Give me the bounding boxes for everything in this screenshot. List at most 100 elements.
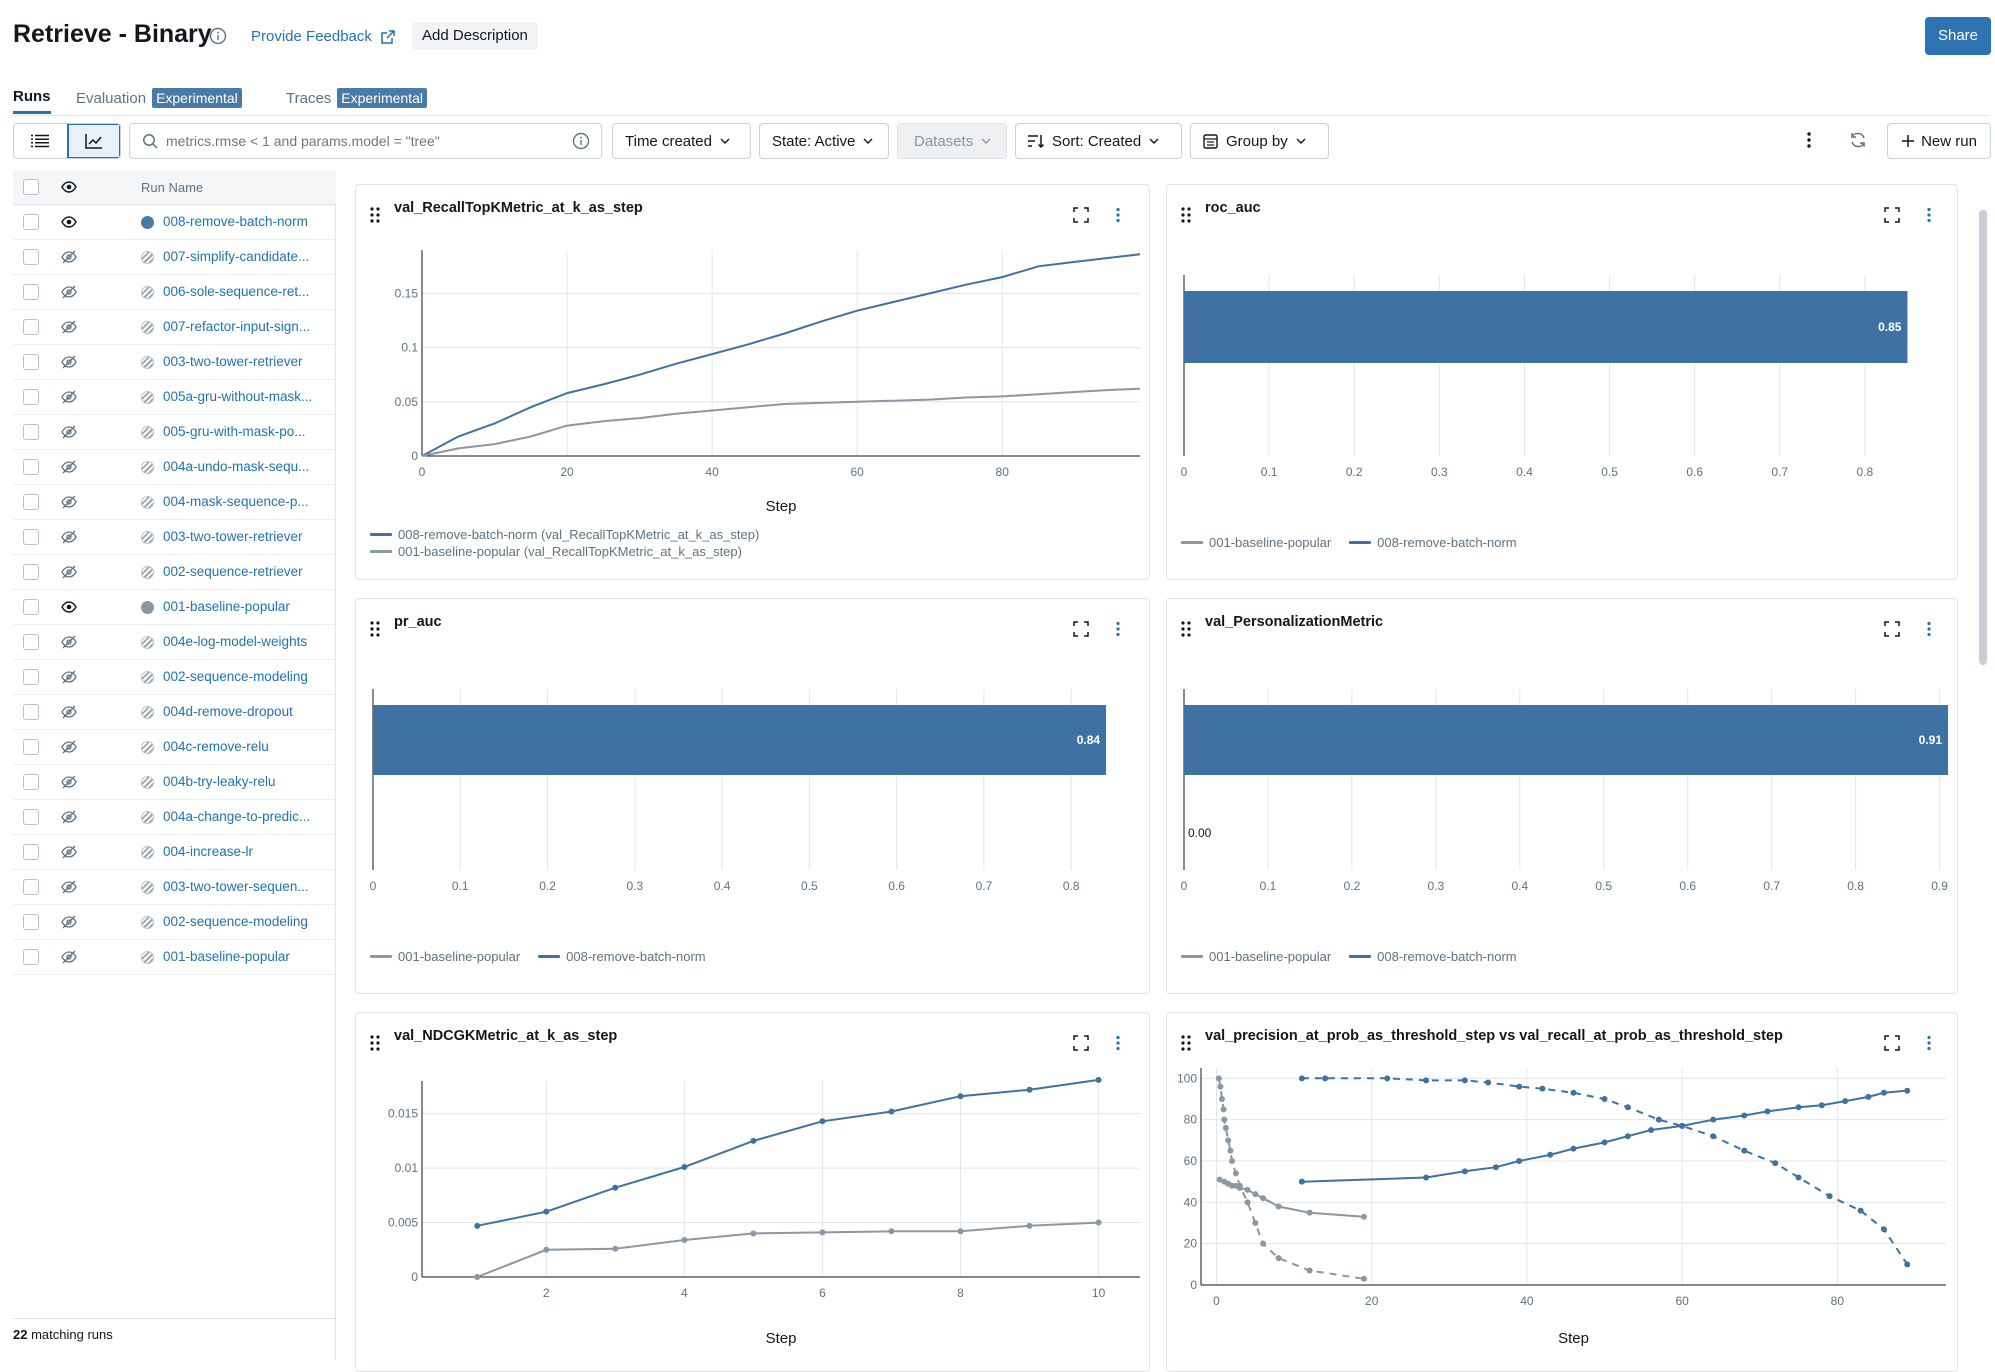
run-name-link[interactable]: 004b-try-leaky-relu (163, 774, 276, 789)
run-row[interactable]: 004-increase-lr (13, 835, 336, 870)
run-name-link[interactable]: 002-sequence-modeling (163, 914, 308, 929)
eye-off-icon[interactable] (61, 635, 77, 649)
run-color-dot-hidden[interactable] (141, 251, 154, 264)
state-dropdown[interactable]: State: Active (759, 123, 889, 159)
eye-off-icon[interactable] (61, 285, 77, 299)
select-all-checkbox[interactable] (23, 179, 39, 195)
run-checkbox[interactable] (23, 704, 39, 720)
eye-off-icon[interactable] (61, 460, 77, 474)
run-color-dot-hidden[interactable] (141, 636, 154, 649)
run-row[interactable]: 004d-remove-dropout (13, 695, 336, 730)
run-name-link[interactable]: 004c-remove-relu (163, 739, 269, 754)
run-name-link[interactable]: 004-mask-sequence-p... (163, 494, 309, 509)
group-by-dropdown[interactable]: Group by (1190, 123, 1329, 159)
drag-handle-icon[interactable] (370, 1035, 380, 1051)
run-row[interactable]: 004e-log-model-weights (13, 625, 336, 660)
run-color-dot-hidden[interactable] (141, 776, 154, 789)
drag-handle-icon[interactable] (370, 621, 380, 637)
run-name-link[interactable]: 001-baseline-popular (163, 599, 290, 614)
eye-off-icon[interactable] (61, 495, 77, 509)
chart-menu-icon[interactable] (1926, 207, 1932, 223)
run-color-dot-hidden[interactable] (141, 286, 154, 299)
run-row[interactable]: 004b-try-leaky-relu (13, 765, 336, 800)
run-row[interactable]: 004a-change-to-predic... (13, 800, 336, 835)
eye-icon[interactable] (61, 180, 77, 194)
run-checkbox[interactable] (23, 389, 39, 405)
run-color-dot-hidden[interactable] (141, 706, 154, 719)
run-color-dot-hidden[interactable] (141, 531, 154, 544)
drag-handle-icon[interactable] (1181, 1035, 1191, 1051)
run-checkbox[interactable] (23, 424, 39, 440)
add-description-button[interactable]: Add Description (412, 22, 538, 50)
run-checkbox[interactable] (23, 249, 39, 265)
info-icon[interactable] (209, 27, 227, 45)
search-input[interactable] (166, 130, 566, 152)
run-checkbox[interactable] (23, 354, 39, 370)
run-color-dot-hidden[interactable] (141, 321, 154, 334)
chart-menu-icon[interactable] (1115, 621, 1121, 637)
run-checkbox[interactable] (23, 739, 39, 755)
run-color-dot-hidden[interactable] (141, 846, 154, 859)
expand-icon[interactable] (1073, 207, 1089, 223)
run-checkbox[interactable] (23, 879, 39, 895)
info-icon[interactable] (572, 132, 590, 150)
run-name-link[interactable]: 001-baseline-popular (163, 949, 290, 964)
eye-icon[interactable] (61, 600, 77, 614)
share-button[interactable]: Share (1925, 17, 1991, 55)
run-color-dot-hidden[interactable] (141, 671, 154, 684)
eye-off-icon[interactable] (61, 775, 77, 789)
eye-off-icon[interactable] (61, 355, 77, 369)
run-name-column-header[interactable]: Run Name (141, 180, 204, 195)
run-name-link[interactable]: 006-sole-sequence-ret... (163, 284, 310, 299)
drag-handle-icon[interactable] (370, 207, 380, 223)
run-row[interactable]: 004a-undo-mask-sequ... (13, 450, 336, 485)
run-color-dot-hidden[interactable] (141, 916, 154, 929)
run-color-dot[interactable] (141, 601, 154, 614)
refresh-icon[interactable] (1848, 130, 1868, 150)
expand-icon[interactable] (1073, 621, 1089, 637)
run-row[interactable]: 003-two-tower-retriever (13, 345, 336, 380)
tab-traces[interactable]: Traces Experimental (286, 88, 427, 108)
more-options-icon[interactable] (1806, 131, 1812, 149)
run-color-dot-hidden[interactable] (141, 356, 154, 369)
run-checkbox[interactable] (23, 459, 39, 475)
run-row[interactable]: 001-baseline-popular (13, 940, 336, 975)
run-color-dot-hidden[interactable] (141, 881, 154, 894)
run-checkbox[interactable] (23, 949, 39, 965)
tab-evaluation[interactable]: Evaluation Experimental (76, 88, 242, 108)
eye-off-icon[interactable] (61, 530, 77, 544)
run-row[interactable]: 007-simplify-candidate... (13, 240, 336, 275)
run-row[interactable]: 001-baseline-popular (13, 590, 336, 625)
drag-handle-icon[interactable] (1181, 621, 1191, 637)
run-checkbox[interactable] (23, 634, 39, 650)
legend-item[interactable]: 008-remove-batch-norm (val_RecallTopKMet… (370, 527, 759, 542)
run-name-link[interactable]: 003-two-tower-retriever (163, 529, 303, 544)
run-color-dot-hidden[interactable] (141, 391, 154, 404)
eye-off-icon[interactable] (61, 880, 77, 894)
run-name-link[interactable]: 003-two-tower-sequen... (163, 879, 309, 894)
run-row[interactable]: 005-gru-with-mask-po... (13, 415, 336, 450)
run-color-dot-hidden[interactable] (141, 426, 154, 439)
eye-off-icon[interactable] (61, 670, 77, 684)
run-row[interactable]: 007-refactor-input-sign... (13, 310, 336, 345)
run-name-link[interactable]: 005a-gru-without-mask... (163, 389, 313, 404)
legend-item[interactable]: 008-remove-batch-norm (538, 949, 706, 964)
legend-item[interactable]: 001-baseline-popular (val_RecallTopKMetr… (370, 544, 759, 559)
expand-icon[interactable] (1073, 1035, 1089, 1051)
run-color-dot-hidden[interactable] (141, 461, 154, 474)
run-checkbox[interactable] (23, 494, 39, 510)
run-name-link[interactable]: 007-simplify-candidate... (163, 249, 310, 264)
eye-off-icon[interactable] (61, 705, 77, 719)
run-checkbox[interactable] (23, 284, 39, 300)
chart-view-button[interactable] (66, 124, 120, 158)
chart-menu-icon[interactable] (1926, 621, 1932, 637)
run-color-dot-hidden[interactable] (141, 951, 154, 964)
run-color-dot-hidden[interactable] (141, 566, 154, 579)
eye-off-icon[interactable] (61, 425, 77, 439)
run-name-link[interactable]: 004-increase-lr (163, 844, 254, 859)
run-name-link[interactable]: 005-gru-with-mask-po... (163, 424, 306, 439)
run-name-link[interactable]: 003-two-tower-retriever (163, 354, 303, 369)
run-color-dot-hidden[interactable] (141, 741, 154, 754)
run-row[interactable]: 004-mask-sequence-p... (13, 485, 336, 520)
run-checkbox[interactable] (23, 774, 39, 790)
